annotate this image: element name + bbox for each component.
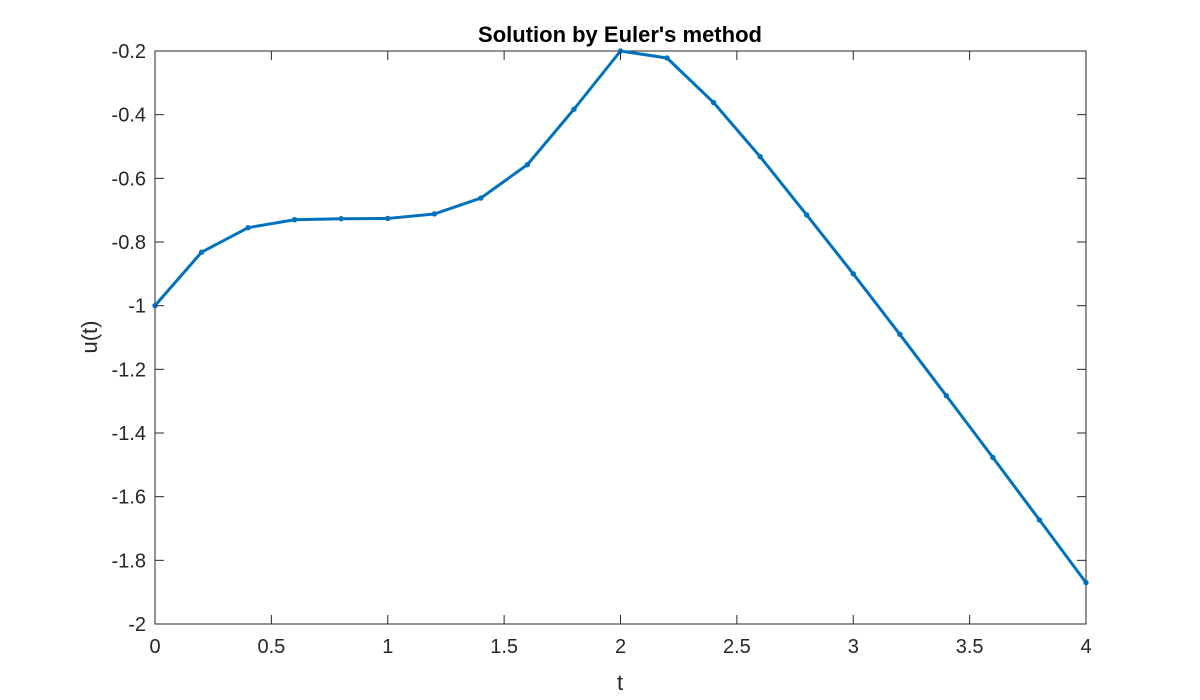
x-tick-label: 1.5 — [490, 636, 518, 658]
data-point — [850, 271, 856, 277]
data-point — [198, 249, 205, 255]
y-tick-label: -1.4 — [112, 423, 146, 445]
y-tick-label: -1 — [128, 296, 146, 318]
x-axis-label: t — [617, 670, 623, 695]
data-point — [478, 195, 484, 201]
data-point — [431, 211, 437, 217]
y-tick-label: -0.8 — [112, 232, 146, 254]
chart-title: Solution by Euler's method — [478, 22, 762, 47]
data-point — [757, 153, 763, 160]
data-point — [524, 161, 531, 168]
x-axis-ticks: 0 0.5 1 1.5 2 2.5 3 3.5 4 — [149, 51, 1092, 658]
data-point — [710, 99, 717, 106]
data-point — [1083, 579, 1089, 586]
y-tick-label: -1.8 — [112, 550, 146, 572]
x-tick-label: 2 — [615, 636, 626, 658]
x-tick-label: 2.5 — [723, 636, 751, 658]
data-point — [291, 217, 298, 223]
y-tick-label: -0.2 — [112, 41, 146, 63]
y-tick-label: -1.6 — [112, 487, 146, 509]
data-point — [245, 224, 251, 231]
data-point — [338, 216, 344, 222]
x-tick-label: 4 — [1080, 636, 1091, 658]
data-point — [943, 393, 950, 399]
y-tick-label: -0.4 — [112, 105, 146, 127]
y-axis-ticks: -2 -1.8 -1.6 -1.4 -1.2 -1 -0.8 -0.6 -0.4 -0.2 — [112, 41, 1086, 636]
y-tick-label: -1.2 — [112, 359, 146, 381]
y-axis-label: u(t) — [77, 321, 102, 354]
x-tick-label: 1 — [382, 636, 393, 658]
y-tick-label: -2 — [128, 614, 146, 636]
data-point — [897, 331, 903, 338]
data-point — [804, 212, 810, 218]
x-tick-label: 3.5 — [956, 636, 984, 658]
x-tick-label: 0.5 — [257, 636, 285, 658]
data-point — [664, 55, 670, 61]
data-point — [990, 454, 996, 461]
x-tick-label: 0 — [149, 636, 160, 658]
data-point — [1036, 517, 1043, 523]
y-tick-label: -0.6 — [112, 168, 146, 190]
data-point — [571, 106, 577, 112]
x-tick-label: 3 — [848, 636, 859, 658]
data-point — [385, 215, 391, 222]
